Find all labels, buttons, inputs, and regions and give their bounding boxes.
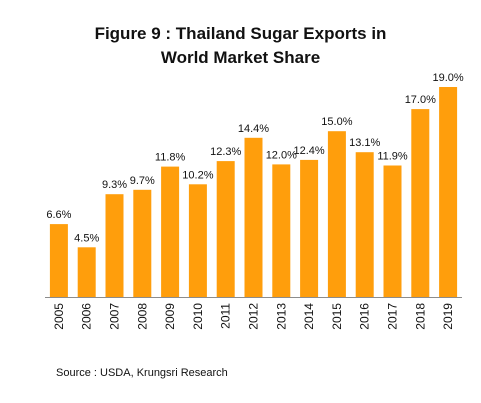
x-tick-label-2010: 2010 <box>191 303 205 330</box>
x-tick-label-2013: 2013 <box>274 303 288 330</box>
bar-2012 <box>244 137 263 297</box>
data-label-2015: 15.0% <box>321 116 352 128</box>
data-label-2014: 12.4% <box>293 145 324 157</box>
data-label-2005: 6.6% <box>46 209 71 221</box>
x-tick-label-2018: 2018 <box>413 303 427 330</box>
x-tick-label-2012: 2012 <box>247 303 261 330</box>
data-label-2012: 14.4% <box>238 123 269 135</box>
chart-title-line-2: World Market Share <box>160 48 321 67</box>
bar-2006 <box>77 247 96 297</box>
data-label-2013: 12.0% <box>266 149 297 161</box>
bar-2008 <box>133 189 152 297</box>
data-label-2006: 4.5% <box>74 232 99 244</box>
bar-2014 <box>300 159 319 297</box>
x-tick-label-2019: 2019 <box>441 303 455 330</box>
bar-2009 <box>161 166 180 297</box>
bar-2019 <box>439 87 458 297</box>
bar-2011 <box>216 161 235 297</box>
x-tick-label-2007: 2007 <box>108 303 122 330</box>
chart-title-line-1: Figure 9 : Thailand Sugar Exports in <box>94 24 387 43</box>
x-tick-label-2016: 2016 <box>358 303 372 330</box>
x-tick-label-2014: 2014 <box>302 303 316 330</box>
data-label-2011: 12.3% <box>210 146 241 158</box>
x-tick-label-2009: 2009 <box>163 303 177 330</box>
bar-2018 <box>411 109 430 297</box>
data-label-2019: 19.0% <box>432 72 463 84</box>
x-tick-label-2015: 2015 <box>330 303 344 330</box>
x-tick-label-2006: 2006 <box>80 303 94 330</box>
data-label-2009: 11.8% <box>155 152 186 164</box>
data-label-2017: 11.9% <box>377 151 408 163</box>
x-tick-label-2008: 2008 <box>135 303 149 330</box>
bar-2005 <box>49 224 68 297</box>
data-label-2007: 9.3% <box>102 179 127 191</box>
chart-title: Figure 9 : Thailand Sugar Exports in Wor… <box>0 22 481 70</box>
data-label-2018: 17.0% <box>405 94 436 106</box>
bar-2010 <box>188 184 207 297</box>
bar-2015 <box>327 131 346 297</box>
x-tick-label-2017: 2017 <box>386 303 400 330</box>
x-tick-label-2011: 2011 <box>219 303 233 329</box>
bar-2013 <box>272 164 291 297</box>
x-tick-label-2005: 2005 <box>52 303 66 330</box>
data-label-2010: 10.2% <box>182 169 213 181</box>
bar-2017 <box>383 165 402 297</box>
data-label-2016: 13.1% <box>349 137 380 149</box>
data-label-2008: 9.7% <box>130 175 155 187</box>
source-note: Source : USDA, Krungsri Research <box>56 367 228 379</box>
bar-2016 <box>355 152 374 297</box>
bar-2007 <box>105 194 124 297</box>
